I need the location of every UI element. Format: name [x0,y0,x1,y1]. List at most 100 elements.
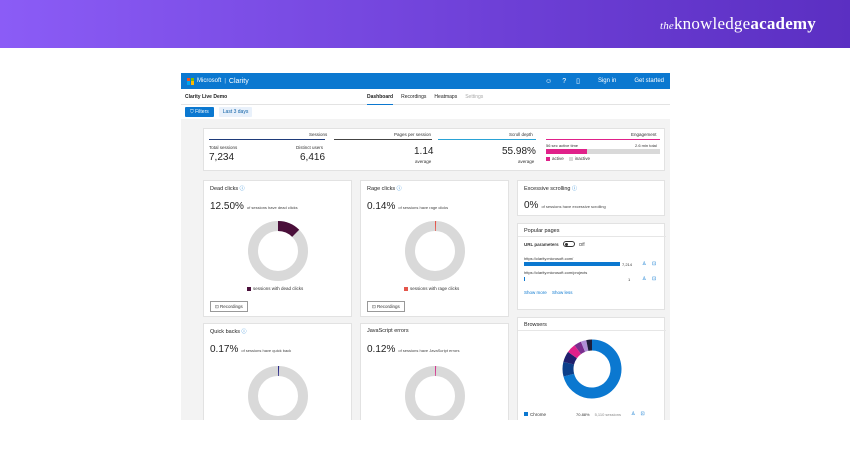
scroll-rule [438,139,536,140]
rage-swatch [404,286,408,291]
help-icon[interactable]: ? [562,77,567,85]
total-sessions-label: Total sessions [209,145,238,150]
browser-segment-2 [563,351,578,365]
popular-title: Popular pages [524,228,560,234]
main-nav: Dashboard Recordings Heatmaps Settings [367,89,483,105]
quick-backs-title-text: Quick backs [210,329,240,335]
page-count-1: 7,214 [622,262,633,267]
tab-settings[interactable]: Settings [465,94,484,100]
engagement-title: Engagement [631,132,657,137]
smiley-icon[interactable]: ☺ [545,77,553,85]
dead-clicks-pct: 12.50% [210,201,244,212]
chrome-label: Chrome [530,411,547,417]
tab-recordings[interactable]: Recordings [401,94,427,100]
scroll-title: Scroll depth [509,132,533,137]
get-started-link[interactable]: Get started [634,78,664,84]
excessive-pct: 0% [524,200,539,211]
brand-academy: academy [750,14,816,33]
recording-icon: ⊡ [372,303,378,309]
dead-swatch [247,286,251,291]
browsers-legend-row: Chrome 70.88% 5,110 sessions ♙ ⊡ [524,411,664,417]
product-name[interactable]: Clarity [228,77,249,85]
scroll-sub: average [518,159,535,164]
javascript-errors-card: JavaScript errors 0.12% of sessions have … [360,323,509,420]
toggle-knob [564,243,568,246]
top-bar: Microsoft | Clarity ☺ ? ▯ Sign in Get st… [181,73,670,89]
dead-recordings-button[interactable]: ⊡ Recordings [210,301,248,312]
microsoft-logo-icon [187,77,194,85]
donut-track [248,366,308,420]
donut-track [405,366,465,420]
chrome-percent: 70.88% [576,411,590,417]
engagement-legend: active inactive [546,156,590,161]
quick-backs-donut [248,366,308,420]
quick-backs-percent: 0.17% of sessions have quick back [210,344,291,355]
user-icon[interactable]: ♙ [642,276,647,282]
tab-dashboard[interactable]: Dashboard [367,89,394,105]
total-sessions-value: 7,234 [209,152,235,163]
vendor-separator: | [224,78,226,84]
rage-clicks-donut [405,221,465,281]
dead-clicks-percent: 12.50% of sessions have dead clicks [210,201,298,212]
show-more-link[interactable]: Show more [524,290,547,295]
rage-clicks-desc: of sessions have rage clicks [398,205,449,210]
filters-button[interactable]: ⛉ Filters [185,107,214,117]
recording-icon[interactable]: ⊡ [652,261,657,267]
page-url-1[interactable]: https://clarity.microsoft.com/ [524,256,574,261]
pages-rule [334,139,432,140]
browsers-donut [562,339,622,399]
page-url-2[interactable]: https://clarity.microsoft.com/projects [524,270,588,275]
dead-clicks-legend: sessions with dead clicks [247,286,303,291]
inactive-swatch [568,156,573,161]
browsers-card: Browsers Chrome 70.88% 5,110 sessions ♙ … [517,317,666,420]
recording-icon[interactable]: ⊡ [640,411,645,417]
browsers-title: Browsers [524,322,547,328]
user-icon[interactable]: ♙ [630,411,636,417]
date-range-chip[interactable]: Last 3 days [218,107,253,117]
rage-clicks-pct: 0.14% [367,201,396,212]
popular-pages-card: Popular pages URL parameters Off https:/… [517,223,666,310]
filter-row: ⛉ Filters Last 3 days [181,105,670,119]
url-parameters-row: URL parameters Off [524,241,585,247]
js-errors-donut [405,366,465,420]
info-icon[interactable]: ⓘ [396,186,402,192]
sign-in-link[interactable]: Sign in [597,78,617,84]
js-errors-percent: 0.12% of sessions have JavaScript errors [367,344,460,355]
page-bar-2 [524,277,525,281]
excessive-desc: of sessions have excessive scrolling [541,204,606,209]
active-label: active [552,156,564,161]
js-errors-desc: of sessions have JavaScript errors [398,348,460,353]
info-icon[interactable]: ⓘ [241,329,247,335]
pages-sub: average [415,159,432,164]
dead-clicks-donut [248,221,308,281]
donut-track [405,221,465,281]
tab-heatmaps[interactable]: Heatmaps [434,94,458,100]
distinct-users-label: Distinct users [296,145,324,150]
brand-knowledge: knowledge [673,14,751,33]
rage-legend-text: sessions with rage clicks [410,286,460,291]
quick-backs-title: Quick backs ⓘ [210,328,247,335]
info-icon[interactable]: ⓘ [572,186,578,192]
user-icon[interactable]: ♙ [642,261,647,267]
rage-recordings-button[interactable]: ⊡ Recordings [367,301,405,312]
engagement-rule [546,139,660,140]
filters-label: Filters [195,109,209,115]
dead-recordings-label: Recordings [220,303,243,309]
popular-divider [518,236,666,237]
excessive-percent: 0% of sessions have excessive scrolling [524,200,606,211]
quick-backs-pct: 0.17% [210,344,239,355]
browser-segment-0 [563,339,622,399]
recording-icon[interactable]: ⊡ [652,276,657,282]
document-icon[interactable]: ▯ [576,78,580,85]
browsers-divider [518,330,666,331]
banner: theknowledgeacademy [0,0,850,48]
pages-title: Pages per session [394,132,432,137]
dead-clicks-card: Dead clicks ⓘ 12.50% of sessions have dea… [203,180,352,317]
excessive-title-text: Excessive scrolling [524,186,571,192]
show-less-link[interactable]: Show less [552,290,573,295]
info-icon[interactable]: ⓘ [239,186,245,192]
url-parameters-toggle[interactable] [562,241,575,247]
browser-segment-1 [562,361,575,377]
quick-backs-desc: of sessions have quick back [241,348,292,353]
vendor-name: Microsoft [197,78,222,84]
